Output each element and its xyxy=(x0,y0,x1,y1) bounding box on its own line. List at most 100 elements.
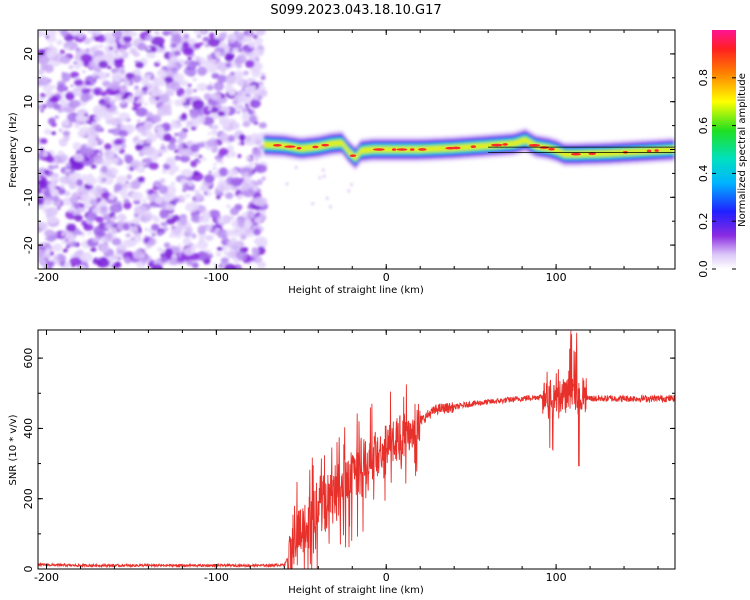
noise-blob xyxy=(123,201,132,210)
noise-blob xyxy=(236,110,241,114)
noise-blob xyxy=(252,99,262,108)
noise-blob xyxy=(228,39,233,44)
noise-blob xyxy=(124,123,135,134)
noise-blob xyxy=(192,99,205,110)
noise-blob xyxy=(185,125,190,129)
noise-blob xyxy=(117,213,126,222)
noise-blob xyxy=(68,99,81,108)
noise-blob xyxy=(49,188,59,196)
noise-blob xyxy=(108,46,113,50)
noise-blob xyxy=(137,42,147,51)
noise-blob xyxy=(38,249,46,258)
noise-blob xyxy=(107,255,115,263)
noise-blob xyxy=(57,150,64,157)
noise-blob xyxy=(135,107,148,117)
noise-blob xyxy=(185,226,193,233)
noise-blob xyxy=(63,85,67,89)
noise-blob xyxy=(154,129,159,133)
noise-blob xyxy=(216,182,229,192)
noise-blob xyxy=(227,168,239,177)
noise-blob xyxy=(106,51,114,59)
noise-blob xyxy=(48,117,56,126)
noise-blob xyxy=(160,221,168,227)
noise-blob xyxy=(148,162,159,170)
noise-blob xyxy=(221,71,226,76)
noise-blob xyxy=(126,174,132,180)
xtick-label: -100 xyxy=(204,271,229,284)
noise-blob xyxy=(205,225,213,231)
noise-blob xyxy=(224,52,234,62)
spectrogram-xlabel: Height of straight line (km) xyxy=(288,285,424,296)
noise-blob xyxy=(151,203,157,208)
noise-blob xyxy=(193,89,197,93)
noise-blob xyxy=(249,162,255,166)
noise-blob xyxy=(247,156,252,161)
signal-hot-spot xyxy=(470,145,477,149)
noise-blob xyxy=(185,94,191,99)
signal-hot-spot xyxy=(548,147,555,151)
noise-blob xyxy=(237,95,249,104)
signal-hot-spot xyxy=(396,148,408,151)
noise-blob xyxy=(244,134,253,142)
noise-blob xyxy=(190,160,198,168)
noise-blob xyxy=(245,225,250,229)
noise-blob xyxy=(81,88,91,95)
figure-title: S099.2023.043.18.10.G17 xyxy=(270,3,441,18)
noise-blob xyxy=(77,32,84,39)
noise-blob xyxy=(102,80,111,87)
noise-blob xyxy=(87,231,92,235)
noise-blob xyxy=(84,157,90,162)
noise-blob xyxy=(94,44,100,50)
noise-blob xyxy=(40,109,44,113)
noise-blob xyxy=(248,41,257,48)
noise-blob xyxy=(111,72,124,82)
noise-blob xyxy=(148,238,155,246)
noise-blob xyxy=(187,38,197,45)
noise-blob xyxy=(186,69,196,77)
ytick-label: 20 xyxy=(22,47,35,61)
noise-blob xyxy=(215,251,222,257)
noise-blob xyxy=(63,191,71,196)
noise-blob xyxy=(241,212,249,218)
noise-blob xyxy=(69,84,74,88)
xtick-label: 0 xyxy=(383,271,390,284)
noise-blob xyxy=(52,243,63,252)
noise-blob xyxy=(111,229,117,234)
noise-blob xyxy=(240,234,247,240)
noise-blob xyxy=(61,154,69,162)
noise-blob xyxy=(38,104,44,110)
noise-blob xyxy=(238,133,246,141)
noise-blob xyxy=(236,220,245,228)
noise-blob xyxy=(45,35,49,39)
noise-blob xyxy=(226,204,231,209)
noise-blob xyxy=(145,34,154,41)
noise-blob xyxy=(88,47,93,52)
noise-blob xyxy=(192,170,200,176)
noise-blob xyxy=(167,143,177,151)
noise-blob xyxy=(148,262,154,268)
noise-blob xyxy=(131,74,142,83)
noise-blob xyxy=(158,230,164,235)
noise-blob xyxy=(98,200,108,207)
noise-blob xyxy=(38,30,45,38)
noise-blob xyxy=(91,121,98,126)
noise-blob xyxy=(162,30,171,36)
noise-blob xyxy=(246,205,252,209)
noise-blob xyxy=(38,226,43,233)
noise-blob xyxy=(90,247,97,252)
noise-blob xyxy=(165,156,176,166)
noise-blob xyxy=(242,121,251,128)
noise-blob xyxy=(191,262,199,269)
noise-blob xyxy=(58,128,63,132)
noise-blob xyxy=(229,151,237,158)
noise-blob xyxy=(66,237,73,244)
signal-hot-spot xyxy=(372,148,385,151)
noise-blob xyxy=(60,30,69,37)
noise-blob xyxy=(158,43,164,48)
noise-blob xyxy=(146,46,151,51)
noise-blob xyxy=(133,199,141,205)
noise-blob xyxy=(187,180,195,187)
noise-blob xyxy=(245,228,253,234)
noise-blob xyxy=(116,124,121,128)
